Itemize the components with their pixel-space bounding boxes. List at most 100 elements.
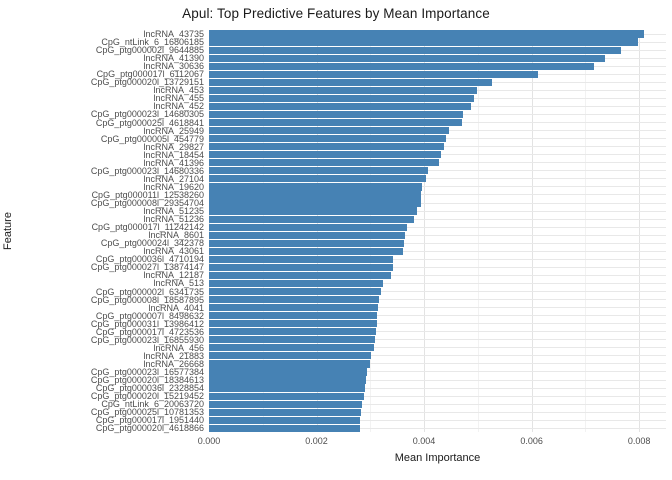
y-tick-label: CpG_ptg000017l_4723536 [95,326,204,337]
bar-track [209,392,666,400]
bar-row: lncRNA_51235 [0,207,666,216]
bar [209,400,362,408]
bar-track [209,223,666,231]
bar-track [209,279,666,288]
bar-row: CpG_ntLink_6_16806185 [0,37,666,48]
bar [209,295,379,304]
row-gridline [209,411,666,413]
row-gridline [209,178,666,180]
bar-row: lncRNA_455 [0,93,666,104]
bar [209,151,441,159]
bar [209,271,392,280]
y-tick-label: CpG_ptg000017l_1951440 [95,415,204,426]
x-axis-title: Mean Importance [394,452,481,464]
y-tick-label: CpG_ptg000020l_4618866 [95,423,204,434]
row-gridline [209,202,666,204]
bar-row: CpG_ptg000008l_18587895 [0,294,666,305]
bar [209,287,381,296]
y-tick-label: CpG_ptg000020l_15219452 [90,391,204,402]
bar [209,279,383,288]
bar [209,46,622,54]
bar [209,255,393,263]
bar [209,416,361,424]
chart-title: Apul: Top Predictive Features by Mean Im… [182,6,490,21]
bar [209,126,449,135]
row-gridline [209,258,666,260]
y-tick-label: CpG_ntLink_6_16806185 [101,37,204,48]
bar-row: CpG_ptg000027l_13874147 [0,262,666,273]
y-tick-label: CpG_ptg000008l_29354704 [90,198,204,208]
y-tick-label: lncRNA_513 [153,278,204,289]
bar-row: CpG_ptg000017l_1951440 [0,415,666,426]
y-tick-label: lncRNA_30636 [143,61,204,72]
bar-row: CpG_ptg000036l_2328854 [0,383,666,394]
bar-track [209,384,666,392]
row-gridline [209,427,666,429]
bar-row: lncRNA_4041 [0,302,666,313]
bar [209,118,462,127]
y-tick-label: CpG_ptg000023l_16855930 [90,334,204,345]
bar-track [209,167,666,175]
bar-track [209,86,666,94]
bar-row: lncRNA_27104 [0,173,666,184]
y-tick-label: CpG_ptg000027l_13874147 [90,262,204,273]
bar-track [209,376,666,384]
bar-track [209,62,666,70]
bar-row: CpG_ptg000002l_9644885 [0,45,666,56]
y-tick-label: CpG_ptg000002l_6341735 [95,286,204,297]
bar-track [209,287,666,296]
y-tick-label: lncRNA_43061 [143,246,204,257]
bar [209,328,376,336]
row-gridline [209,266,666,268]
y-tick-label: lncRNA_51236 [143,214,204,225]
y-tick-label: CpG_ptg000017l_6112067 [96,69,204,80]
bar [209,183,423,191]
bar-row: CpG_ptg000007l_8498632 [0,311,666,320]
minor-gridline [370,30,372,432]
bar-track [209,78,666,86]
row-gridline [209,218,666,220]
bar-track [209,239,666,247]
bar-track [209,215,666,223]
major-gridline [424,30,426,432]
bar-track [209,102,666,111]
bar [209,70,538,78]
bar [209,143,444,151]
bar-track [209,151,666,159]
bar-track [209,328,666,336]
bar [209,239,404,247]
row-gridline [209,299,666,301]
row-gridline [209,291,666,293]
y-tick-label: CpG_ptg000036l_4710194 [95,254,204,265]
row-gridline [209,315,666,317]
bar-track [209,199,666,207]
row-gridline [209,250,666,252]
row-gridline [209,331,666,333]
y-tick-label: lncRNA_455 [153,93,204,104]
bar-track [209,143,666,151]
bar-track [209,30,666,38]
bar-row: lncRNA_12187 [0,271,666,280]
y-tick-label: CpG_ptg000036l_2328854 [95,383,204,394]
y-tick-label: CpG_ptg000008l_18587895 [90,294,204,305]
bar-row: CpG_ptg000023l_16577384 [0,367,666,377]
y-tick-label: CpG_ptg000002l_9644885 [95,45,204,56]
bar-track [209,94,666,102]
bar-row: lncRNA_513 [0,278,666,289]
y-tick-label: lncRNA_27104 [143,173,204,184]
bar [209,384,366,392]
bar-row: CpG_ptg000017l_11242142 [0,223,666,232]
bar [209,199,421,207]
bar [209,110,464,119]
bar-row: lncRNA_452 [0,102,666,111]
bar-row: CpG_ptg000025l_4618841 [0,118,666,127]
bar-row: CpG_ptg000023l_14680305 [0,110,666,119]
row-gridline [209,355,666,357]
y-tick-label: lncRNA_4041 [148,302,204,313]
y-tick-label: lncRNA_29827 [143,141,204,152]
row-gridline [209,339,666,341]
plot-area: lncRNA_43735 CpG_ntLink_6_16806185 CpG_ptg… [0,29,666,434]
bar [209,191,422,199]
bar-track [209,110,666,119]
